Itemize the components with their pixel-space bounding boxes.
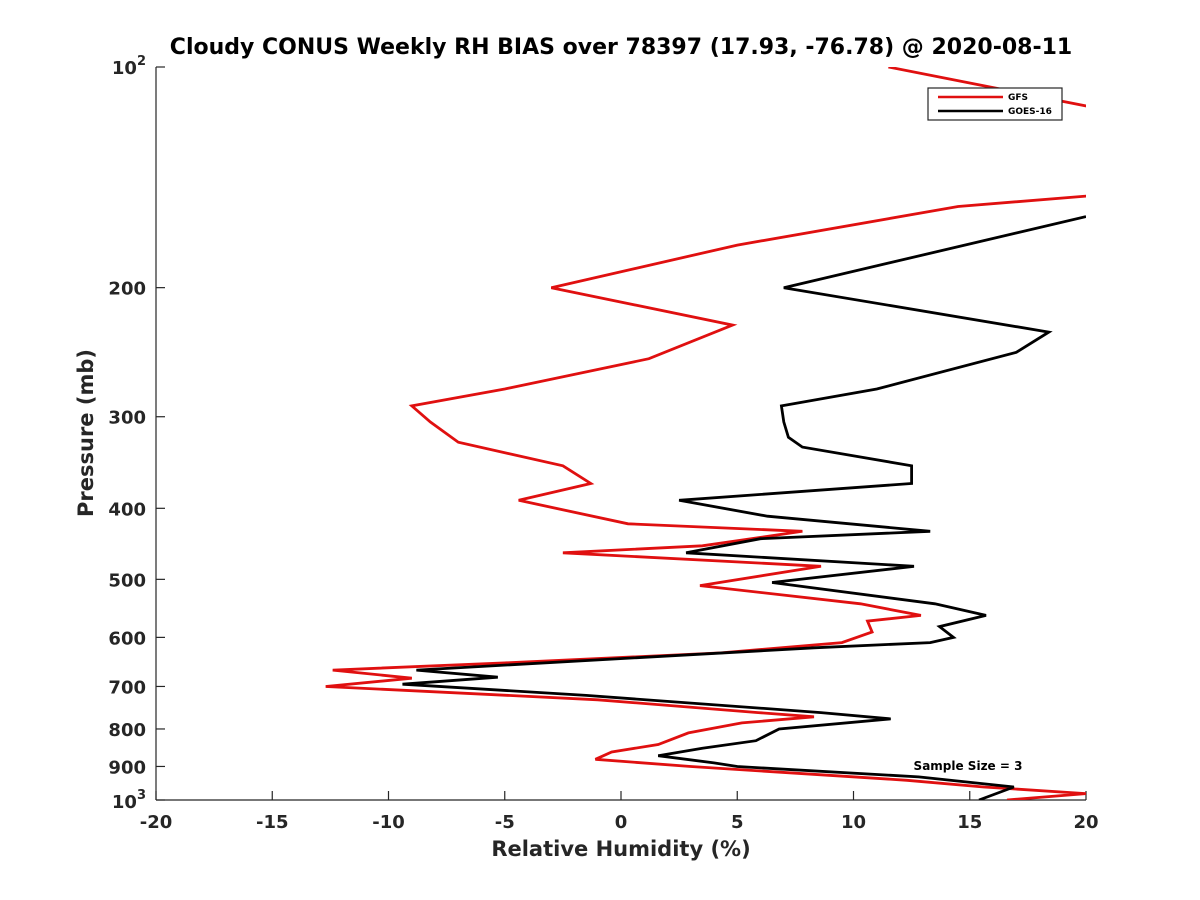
y-tick-label-100: 102: [112, 54, 146, 79]
x-tick-label: -5: [495, 812, 515, 833]
y-tick-label: 200: [108, 279, 146, 300]
x-tick-label: 15: [957, 812, 982, 833]
y-bottom-base: 10: [112, 792, 137, 813]
chart-title: Cloudy CONUS Weekly RH BIAS over 78397 (…: [170, 35, 1072, 60]
x-tick-label: -20: [140, 812, 173, 833]
legend: GFS GOES-16: [927, 87, 1063, 121]
y-tick-label: 800: [108, 720, 146, 741]
legend-label-goes16: GOES-16: [1008, 107, 1052, 117]
y-tick-label: 700: [108, 677, 146, 698]
sample-size-annotation: Sample Size = 3: [914, 759, 1023, 773]
x-tick-label: -10: [372, 812, 405, 833]
series-line-goes-16: [402, 215, 1086, 800]
x-tick-label: -15: [256, 812, 289, 833]
y-tick-label: 900: [108, 757, 146, 778]
x-tick-label: 5: [731, 812, 744, 833]
legend-box: [927, 87, 1063, 121]
axis-ticks: -20 -15 -10 -5 0 5 10 15 20 200 300 400 500 600 700 800…: [108, 66, 1099, 833]
x-tick-label: 20: [1073, 812, 1098, 833]
x-tick-label: 0: [615, 812, 628, 833]
y-bottom-exp: 3: [137, 788, 146, 803]
legend-label-gfs: GFS: [1008, 93, 1028, 103]
x-tick-label: 10: [841, 812, 866, 833]
x-axis-label: Relative Humidity (%): [491, 837, 750, 861]
series-line-gfs: [325, 67, 1086, 800]
y-tick-label: 500: [108, 570, 146, 591]
y-tick-label: 600: [108, 628, 146, 649]
y-tick-label: 400: [108, 499, 146, 520]
plot-area: [156, 67, 1086, 800]
y-tick-label-1000: 103: [112, 788, 146, 813]
series-lines: [325, 67, 1086, 800]
y-top-exp: 2: [137, 54, 146, 69]
y-axis-label: Pressure (mb): [74, 349, 98, 517]
y-top-base: 10: [112, 58, 137, 79]
y-tick-label: 300: [108, 408, 146, 429]
